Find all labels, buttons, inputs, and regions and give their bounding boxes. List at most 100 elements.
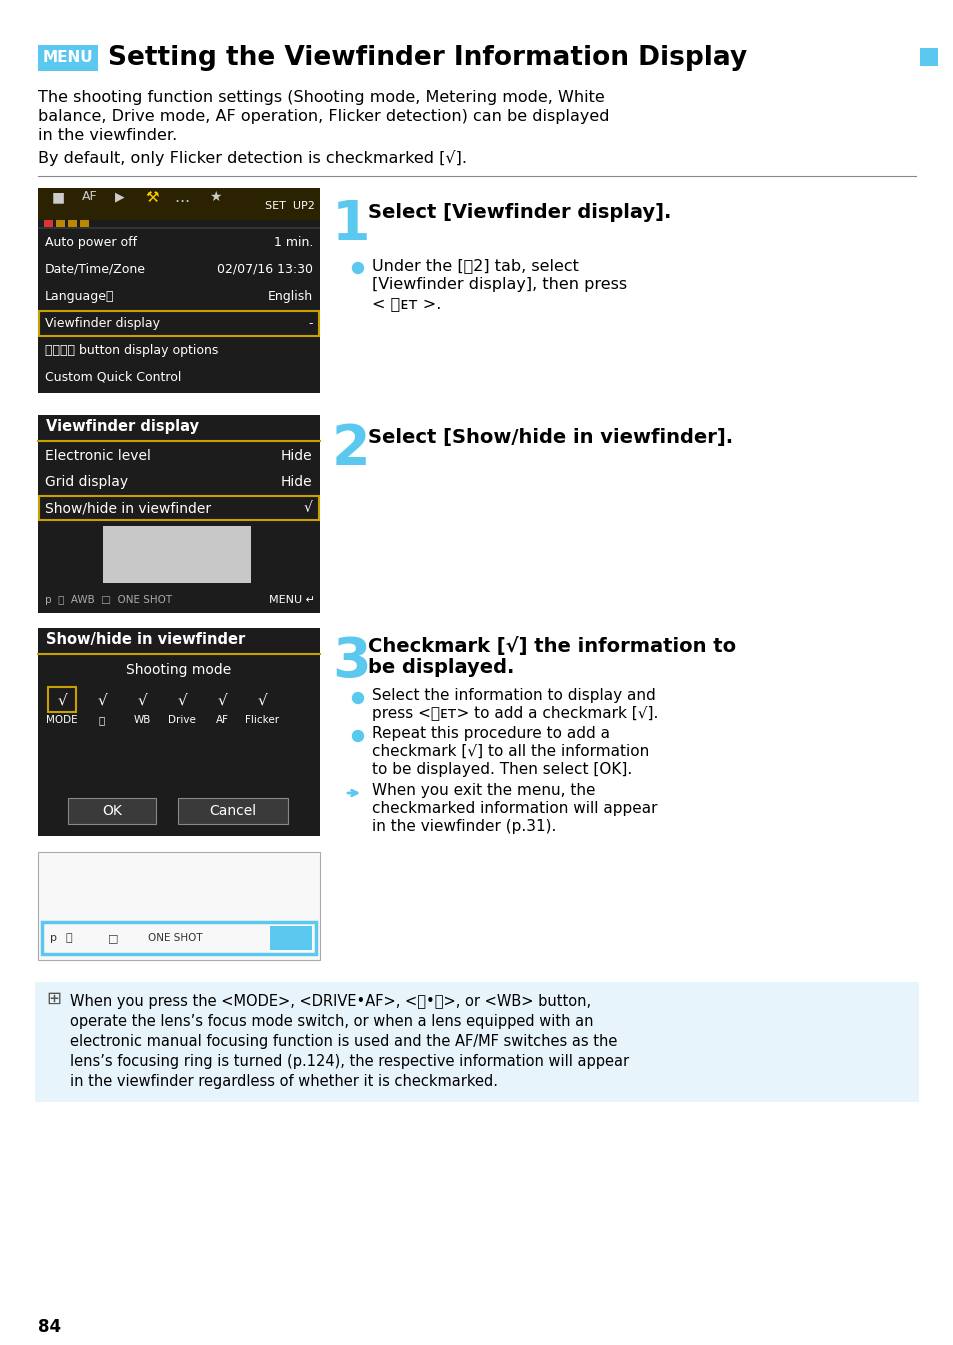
FancyBboxPatch shape (919, 48, 937, 66)
Text: 2: 2 (332, 422, 370, 476)
Text: Languageⓡ: Languageⓡ (45, 291, 114, 303)
Text: OK: OK (102, 804, 122, 818)
FancyBboxPatch shape (38, 628, 319, 837)
Text: MODE: MODE (46, 716, 78, 725)
FancyBboxPatch shape (38, 416, 319, 613)
FancyBboxPatch shape (38, 44, 98, 71)
Text: The shooting function settings (Shooting mode, Metering mode, White: The shooting function settings (Shooting… (38, 90, 604, 105)
Text: balance, Drive mode, AF operation, Flicker detection) can be displayed: balance, Drive mode, AF operation, Flick… (38, 109, 609, 124)
Text: ⓢ: ⓢ (99, 716, 105, 725)
Text: SET  UP2: SET UP2 (265, 200, 314, 211)
FancyBboxPatch shape (38, 227, 319, 229)
Text: lens’s focusing ring is turned (p.124), the respective information will appear: lens’s focusing ring is turned (p.124), … (70, 1054, 628, 1069)
Text: ⓢ: ⓢ (66, 933, 72, 943)
Text: √: √ (57, 693, 67, 707)
Text: checkmark [√] to all the information: checkmark [√] to all the information (372, 744, 649, 759)
Text: to be displayed. Then select [OK].: to be displayed. Then select [OK]. (372, 763, 632, 777)
Text: Under the [2] tab, select: Under the [2] tab, select (372, 258, 578, 273)
Text: ⚒: ⚒ (145, 190, 158, 204)
Text: ■: ■ (51, 190, 65, 204)
Text: Viewfinder display: Viewfinder display (45, 317, 160, 330)
Text: ONE SHOT: ONE SHOT (148, 933, 202, 943)
Text: …: … (174, 190, 190, 204)
FancyBboxPatch shape (35, 982, 918, 1102)
FancyBboxPatch shape (38, 851, 319, 960)
Text: 3: 3 (332, 635, 370, 689)
Text: Cancel: Cancel (210, 804, 256, 818)
Text: √: √ (257, 693, 267, 707)
Text: in the viewfinder (p.31).: in the viewfinder (p.31). (372, 819, 556, 834)
Text: Setting the Viewfinder Information Display: Setting the Viewfinder Information Displ… (108, 44, 746, 71)
Text: Repeat this procedure to add a: Repeat this procedure to add a (372, 726, 609, 741)
Text: 1: 1 (332, 198, 370, 252)
Text: 1 min.: 1 min. (274, 235, 313, 249)
Text: p  ⓢ  AWB  □  ONE SHOT: p ⓢ AWB □ ONE SHOT (45, 594, 172, 605)
Text: When you exit the menu, the: When you exit the menu, the (372, 783, 595, 798)
Text: AF: AF (82, 190, 98, 203)
Text: WB: WB (133, 716, 151, 725)
FancyBboxPatch shape (270, 925, 312, 950)
FancyBboxPatch shape (39, 496, 318, 521)
Text: Show/hide in viewfinder: Show/hide in viewfinder (45, 500, 211, 515)
FancyBboxPatch shape (56, 221, 65, 227)
Text: operate the lens’s focus mode switch, or when a lens equipped with an: operate the lens’s focus mode switch, or… (70, 1014, 593, 1029)
Text: Select [Show/hide in viewfinder].: Select [Show/hide in viewfinder]. (368, 428, 732, 447)
Text: When you press the <MODE>, <DRIVE•AF>, <ⓗ•ⓒ>, or <WB> button,: When you press the <MODE>, <DRIVE•AF>, <… (70, 994, 591, 1009)
FancyBboxPatch shape (68, 798, 156, 824)
Text: Flicker: Flicker (245, 716, 279, 725)
Text: ★: ★ (209, 190, 221, 204)
Text: MENU ↵: MENU ↵ (269, 594, 314, 605)
Text: Hide: Hide (280, 449, 312, 463)
Text: press <Ⓢᴇᴛ> to add a checkmark [√].: press <Ⓢᴇᴛ> to add a checkmark [√]. (372, 706, 658, 721)
Text: √: √ (177, 693, 187, 707)
Text: 02/07/16 13:30: 02/07/16 13:30 (216, 264, 313, 276)
Text: Checkmark [√] the information to: Checkmark [√] the information to (368, 638, 736, 656)
Text: be displayed.: be displayed. (368, 658, 514, 677)
Circle shape (352, 262, 363, 273)
Text: p: p (50, 933, 57, 943)
Text: Shooting mode: Shooting mode (126, 663, 232, 677)
FancyBboxPatch shape (39, 311, 318, 336)
Text: √: √ (137, 693, 147, 707)
Text: √: √ (303, 500, 312, 515)
Text: -: - (308, 317, 313, 330)
Text: □: □ (108, 933, 118, 943)
Text: ⊞: ⊞ (46, 990, 61, 1007)
FancyBboxPatch shape (68, 221, 77, 227)
FancyBboxPatch shape (103, 526, 251, 582)
Text: √: √ (97, 693, 107, 707)
Text: Select [Viewfinder display].: Select [Viewfinder display]. (368, 203, 671, 222)
Text: √: √ (217, 693, 227, 707)
Text: electronic manual focusing function is used and the AF/MF switches as the: electronic manual focusing function is u… (70, 1034, 617, 1049)
Text: Show/hide in viewfinder: Show/hide in viewfinder (46, 632, 245, 647)
Text: Viewfinder display: Viewfinder display (46, 420, 199, 434)
Text: Auto power off: Auto power off (45, 235, 137, 249)
Text: < Ⓢᴇᴛ >.: < Ⓢᴇᴛ >. (372, 296, 441, 311)
FancyBboxPatch shape (80, 221, 89, 227)
FancyBboxPatch shape (48, 687, 76, 712)
Circle shape (352, 730, 363, 741)
Text: ▶: ▶ (115, 190, 125, 203)
Text: checkmarked information will appear: checkmarked information will appear (372, 802, 657, 816)
Text: English: English (268, 291, 313, 303)
Text: [Viewfinder display], then press: [Viewfinder display], then press (372, 277, 626, 292)
Text: Hide: Hide (280, 475, 312, 490)
Text: 84: 84 (38, 1318, 61, 1336)
Text: Drive: Drive (168, 716, 195, 725)
FancyBboxPatch shape (44, 221, 53, 227)
Text: Custom Quick Control: Custom Quick Control (45, 371, 181, 385)
Text: in the viewfinder.: in the viewfinder. (38, 128, 177, 143)
Text: Date/Time/Zone: Date/Time/Zone (45, 264, 146, 276)
Text: in the viewfinder regardless of whether it is checkmarked.: in the viewfinder regardless of whether … (70, 1075, 497, 1089)
Text: MENU: MENU (43, 51, 93, 66)
Text: AF: AF (215, 716, 229, 725)
Text: Select the information to display and: Select the information to display and (372, 689, 655, 703)
Text: ⓘⓝⓕⓞ button display options: ⓘⓝⓕⓞ button display options (45, 344, 218, 356)
FancyBboxPatch shape (178, 798, 288, 824)
Text: Grid display: Grid display (45, 475, 128, 490)
Text: By default, only Flicker detection is checkmarked [√].: By default, only Flicker detection is ch… (38, 151, 467, 165)
FancyBboxPatch shape (38, 188, 319, 221)
Text: Electronic level: Electronic level (45, 449, 151, 463)
Circle shape (352, 693, 363, 703)
FancyBboxPatch shape (38, 188, 319, 393)
